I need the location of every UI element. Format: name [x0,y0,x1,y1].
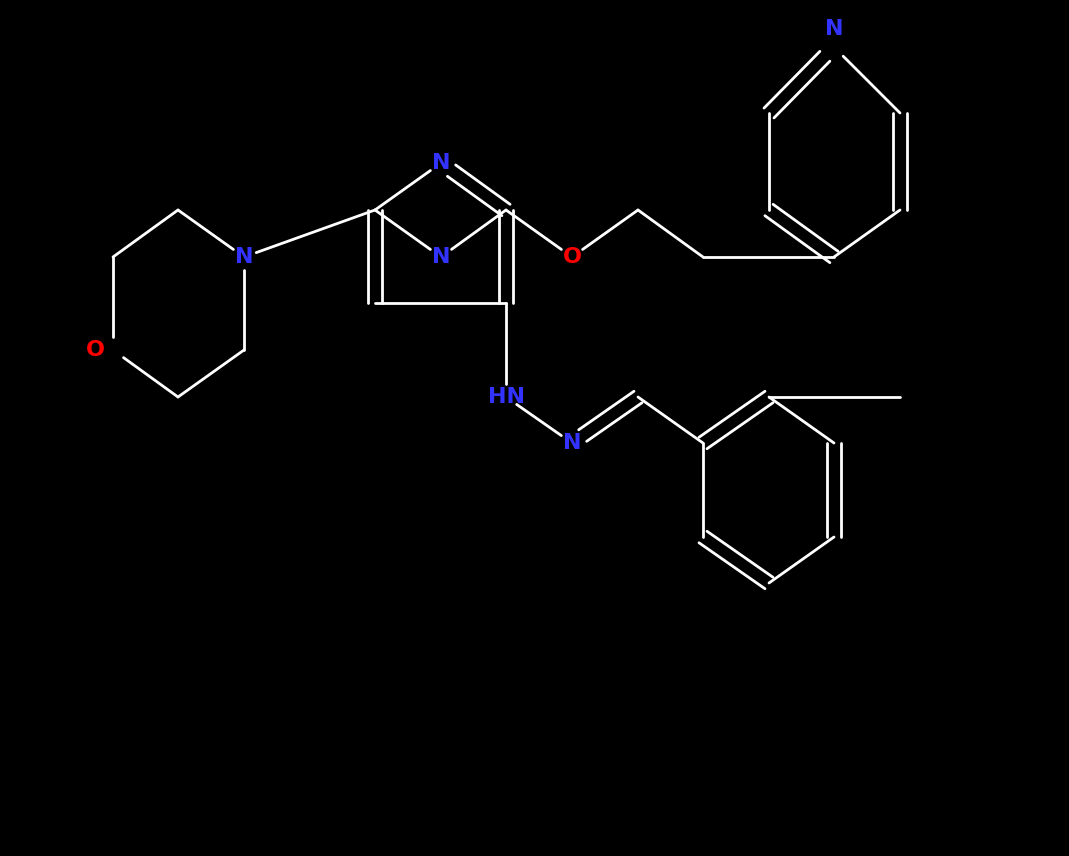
Text: O: O [86,340,105,360]
Text: O: O [562,247,582,267]
Text: N: N [432,247,450,267]
Text: N: N [432,153,450,173]
Text: HN: HN [487,387,525,407]
Text: N: N [235,247,253,267]
Text: N: N [562,433,582,453]
Text: N: N [825,19,843,39]
